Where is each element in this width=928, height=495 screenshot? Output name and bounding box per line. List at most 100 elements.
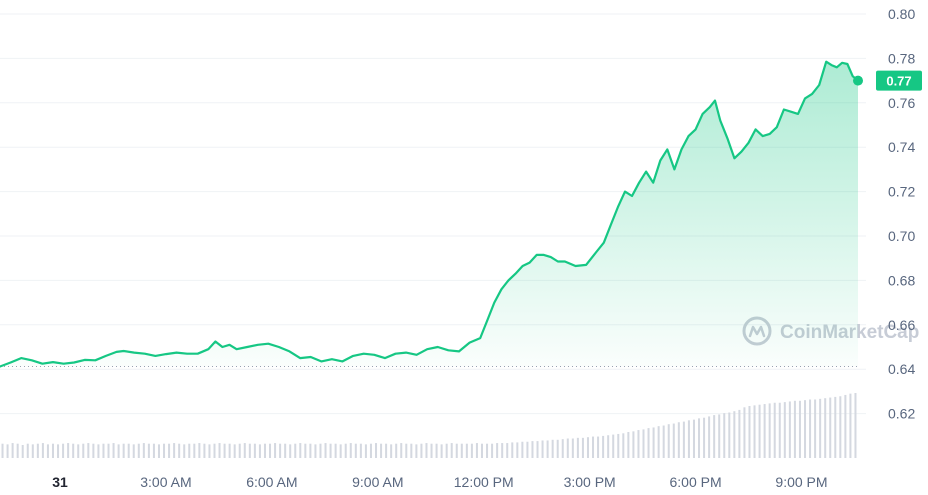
volume-bar [339,444,342,458]
volume-bar [743,407,746,458]
volume-bar [738,409,741,458]
volume-bar [536,441,539,458]
volume-bar [844,394,847,458]
volume-bar [354,443,357,458]
volume-bar [561,439,564,458]
volume-bar [344,443,347,458]
volume-bar [188,443,191,458]
volume-bar [698,418,701,458]
volume-bar [319,443,322,458]
volume-bar [687,420,690,458]
volume-bar [758,404,761,458]
volume-bar [501,443,504,458]
current-price-dot[interactable] [853,75,863,86]
volume-bar [824,398,827,458]
volume-bar [385,443,388,458]
volume-bar [521,441,524,458]
x-tick-label: 9:00 PM [775,474,827,490]
volume-bar [854,393,857,458]
volume-bar [733,411,736,458]
volume-bar [475,443,478,458]
volume-bar [102,443,105,458]
volume-bar [294,443,297,458]
volume-bar [284,443,287,458]
x-tick-label: 3:00 AM [140,474,191,490]
volume-bar [168,443,171,458]
volume-bar [703,417,706,458]
volume-bar [819,398,822,458]
volume-bar [486,443,489,458]
volume-bar [92,443,95,458]
volume-bar [380,443,383,458]
volume-bar [581,437,584,458]
volume-bar [395,443,398,458]
volume-bar [541,440,544,458]
volume-bar [163,443,166,458]
volume-bar [253,443,256,458]
volume-bar [269,443,272,458]
volume-bar [450,443,453,458]
volume-bar [132,444,135,458]
volume-bar [692,419,695,458]
volume-bar [814,399,817,458]
volume-bar [460,443,463,458]
volume-bar [107,443,110,458]
volume-bar [374,443,378,458]
volume-bar [87,443,90,458]
volume-bar [21,445,24,458]
volume-bar [576,437,579,458]
volume-bar [77,444,80,458]
y-tick-label: 0.62 [888,406,915,422]
volume-bar [309,443,312,458]
volume-bar [36,443,39,458]
volume-bar [617,433,620,458]
volume-bar [470,443,473,458]
volume-bar [667,424,670,458]
volume-bar [788,401,791,458]
volume-bar [198,443,201,458]
volume-bar [1,443,4,458]
volume-bar [420,443,423,458]
volume-bar [57,444,60,458]
volume-bar [551,439,554,458]
x-tick-label: 6:00 PM [670,474,722,490]
volume-bar [248,443,251,458]
price-line[interactable] [0,60,860,368]
volume-bar [324,443,327,458]
x-tick-label: 3:00 PM [564,474,616,490]
volume-bar [718,414,721,458]
volume-bar [597,436,600,458]
current-price-tag[interactable]: 0.77 [876,70,922,91]
volume-bar [778,402,781,458]
volume-bar [465,443,468,458]
volume-bar [183,444,186,458]
volume-bar [274,443,277,458]
y-tick-label: 0.78 [888,50,915,66]
volume-bar [390,444,393,458]
volume-bar [435,443,438,458]
volume-bar [349,443,352,458]
volume-bar [279,443,282,458]
volume-bar [627,432,630,458]
volume-bar [677,422,680,458]
volume-bar [708,416,711,458]
volume-bar [773,402,776,458]
volume-bar [793,400,796,458]
volume-bar [531,441,534,458]
volume-bar [243,443,246,458]
volume-bar [203,443,206,458]
x-tick-label: 9:00 AM [352,474,403,490]
volume-bar [62,443,65,458]
volume-bar [612,434,615,458]
volume-bar [592,436,595,458]
x-tick-label: 31 [52,474,68,490]
volume-bar [16,443,19,458]
volume-bar [46,444,49,458]
volume-bar [112,443,115,458]
volume-bar [334,443,337,458]
current-price-label: 0.77 [886,74,911,89]
current-price-tag-background [876,70,922,91]
volume-bar [480,443,484,458]
